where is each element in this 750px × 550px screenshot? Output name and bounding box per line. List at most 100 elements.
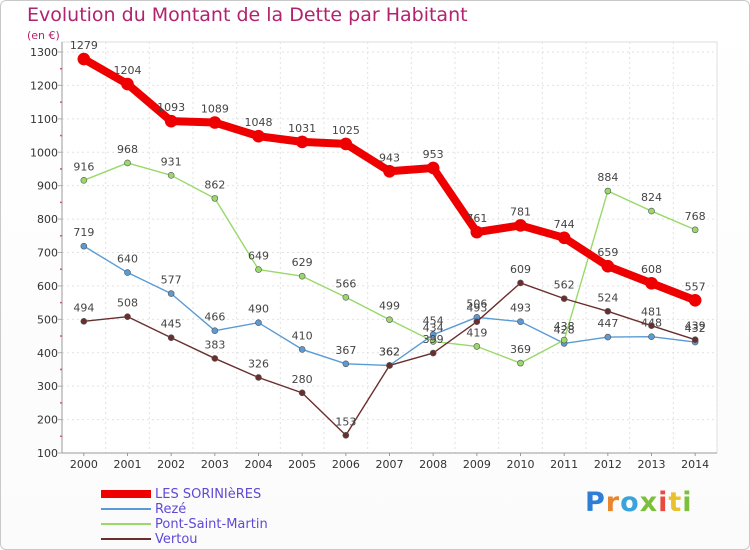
data-point-vertou <box>255 374 262 381</box>
legend-label: Rezé <box>155 502 187 517</box>
data-point-reze <box>517 318 524 325</box>
data-label-les-sorinie-res: 781 <box>510 205 531 218</box>
y-tick-label: 300 <box>37 380 58 393</box>
data-point-reze <box>604 333 612 341</box>
y-minor-tick <box>60 335 62 337</box>
data-point-vertou <box>211 355 219 362</box>
y-tick-label: 500 <box>37 313 58 326</box>
data-label-les-sorinie-res: 1093 <box>157 101 185 114</box>
legend-swatch <box>101 523 151 525</box>
data-point-pont-saint-martin <box>604 187 612 195</box>
data-point-pont-saint-martin <box>255 266 262 273</box>
data-label-reze: 466 <box>204 311 225 324</box>
data-label-les-sorinie-res: 744 <box>554 218 575 231</box>
data-point-reze <box>80 242 88 250</box>
x-tick-label: 2013 <box>638 458 666 471</box>
x-tick-label: 2006 <box>332 458 360 471</box>
data-label-les-sorinie-res: 608 <box>641 263 662 276</box>
x-tick-label: 2012 <box>594 458 622 471</box>
legend-label: LES SORINIèRES <box>155 487 262 502</box>
data-point-pont-saint-martin <box>80 177 88 184</box>
x-tick-label: 2011 <box>550 458 578 471</box>
data-point-reze <box>429 331 437 339</box>
chart-unit-label: (en €) <box>27 29 60 42</box>
x-tick-label: 2014 <box>681 458 709 471</box>
data-label-vertou: 493 <box>466 302 487 315</box>
data-label-pont-saint-martin: 499 <box>379 300 400 313</box>
data-label-vertou: 524 <box>597 291 618 304</box>
data-label-reze: 447 <box>597 317 618 330</box>
x-tick-label: 2000 <box>70 458 98 471</box>
chart-title: Evolution du Montant de la Dette par Hab… <box>27 4 468 26</box>
data-label-pont-saint-martin: 566 <box>335 277 356 290</box>
data-label-vertou: 280 <box>292 373 313 386</box>
data-label-reze: 577 <box>161 274 182 287</box>
y-tick-label: 1000 <box>30 146 58 159</box>
y-tick-label: 400 <box>37 347 58 360</box>
y-minor-tick <box>60 435 62 438</box>
data-label-pont-saint-martin: 768 <box>685 210 706 223</box>
data-point-reze <box>167 290 175 297</box>
y-tick-label: 800 <box>37 213 58 226</box>
data-label-vertou: 383 <box>204 338 225 351</box>
legend-label: Pont-Saint-Martin <box>155 517 268 532</box>
data-point-reze <box>255 319 262 326</box>
data-point-pont-saint-martin <box>429 338 437 345</box>
data-point-pont-saint-martin <box>473 343 481 350</box>
data-label-vertou: 362 <box>379 345 400 358</box>
data-label-reze: 506 <box>466 297 487 310</box>
data-label-pont-saint-martin: 824 <box>641 191 662 204</box>
data-label-pont-saint-martin: 629 <box>292 256 313 269</box>
data-label-reze: 454 <box>423 315 444 328</box>
x-tick-label: 2007 <box>376 458 404 471</box>
x-tick-label: 2005 <box>288 458 316 471</box>
data-label-pont-saint-martin: 931 <box>161 155 182 168</box>
data-label-les-sorinie-res: 659 <box>597 246 618 259</box>
legend-label: Vertou <box>155 532 198 547</box>
data-point-pont-saint-martin <box>691 226 699 234</box>
data-label-les-sorinie-res: 557 <box>685 280 706 293</box>
y-minor-tick <box>60 134 62 137</box>
data-point-vertou <box>342 431 350 439</box>
legend-swatch <box>101 490 151 498</box>
data-point-les-sorinie-res <box>339 137 353 151</box>
data-label-vertou: 439 <box>685 320 706 333</box>
data-point-les-sorinie-res <box>601 259 615 273</box>
y-minor-tick <box>60 101 62 104</box>
data-point-vertou <box>386 362 393 369</box>
data-label-les-sorinie-res: 1031 <box>288 122 316 135</box>
data-point-les-sorinie-res <box>164 114 178 128</box>
data-point-reze <box>211 327 219 334</box>
x-tick-label: 2008 <box>419 458 447 471</box>
data-point-les-sorinie-res <box>77 52 91 66</box>
data-point-les-sorinie-res <box>252 129 265 143</box>
y-tick-label: 100 <box>37 447 58 460</box>
data-point-reze <box>124 269 131 276</box>
data-label-les-sorinie-res: 1279 <box>70 39 98 52</box>
data-point-les-sorinie-res <box>470 225 484 239</box>
data-label-pont-saint-martin: 916 <box>73 160 94 173</box>
y-minor-tick <box>60 234 62 237</box>
data-label-les-sorinie-res: 953 <box>423 148 444 161</box>
y-tick-label: 1200 <box>30 79 58 92</box>
y-tick-label: 1300 <box>30 46 58 59</box>
data-label-reze: 490 <box>248 303 269 316</box>
data-label-les-sorinie-res: 1089 <box>201 103 229 116</box>
data-label-les-sorinie-res: 761 <box>466 212 487 225</box>
data-label-reze: 362 <box>379 345 400 358</box>
y-minor-tick <box>60 268 62 271</box>
data-point-les-sorinie-res <box>121 77 134 91</box>
y-tick-label: 1100 <box>30 113 58 126</box>
data-point-vertou <box>167 334 175 342</box>
data-point-vertou <box>80 318 88 325</box>
data-label-reze: 493 <box>510 302 531 315</box>
data-point-reze <box>648 333 655 341</box>
data-point-les-sorinie-res <box>557 231 571 245</box>
data-point-pont-saint-martin <box>648 207 655 215</box>
data-point-vertou <box>604 308 612 315</box>
data-label-les-sorinie-res: 1204 <box>114 64 142 77</box>
y-minor-tick <box>60 201 62 204</box>
data-label-vertou: 562 <box>554 279 575 292</box>
